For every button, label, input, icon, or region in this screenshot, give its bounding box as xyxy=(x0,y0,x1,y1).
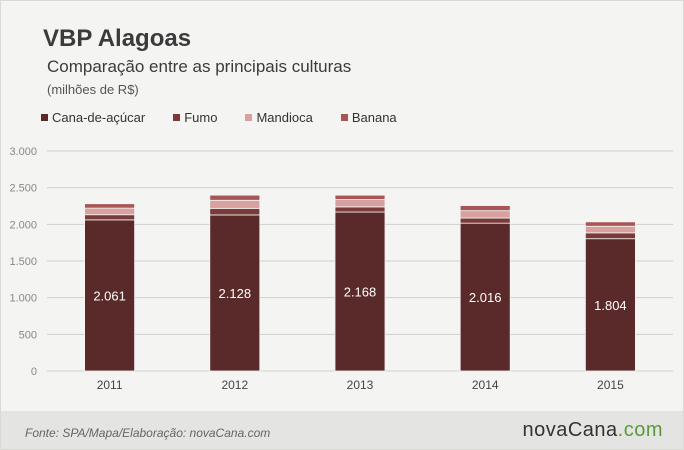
bar-segment xyxy=(209,214,261,372)
legend-label-mandioca: Mandioca xyxy=(256,109,313,125)
bar-segment xyxy=(84,207,135,216)
bar-segment xyxy=(459,205,511,212)
y-tick-label: 2.500 xyxy=(9,183,37,195)
y-tick-label: 0 xyxy=(31,366,37,378)
bar-segment xyxy=(585,232,636,240)
bar-segment xyxy=(334,206,386,213)
legend-label-banana: Banana xyxy=(351,109,397,125)
data-label: 2.168 xyxy=(344,285,377,300)
y-tick-label: 1.000 xyxy=(9,293,37,305)
legend-item-mandioca: Mandioca xyxy=(245,109,313,125)
data-label: 1.804 xyxy=(594,298,627,313)
bar-segment xyxy=(84,203,135,209)
legend-item-banana: Banana xyxy=(340,109,397,125)
x-tick-label: 2011 xyxy=(97,378,123,392)
data-label: 2.128 xyxy=(219,286,252,301)
bar-segment xyxy=(84,214,135,221)
legend-swatch-mandioca xyxy=(245,113,253,121)
bar-segment xyxy=(585,238,636,372)
legend-swatch-banana xyxy=(340,113,348,121)
legend-label-fumo: Fumo xyxy=(184,109,218,125)
bar-segment xyxy=(585,221,636,227)
x-tick-label: 2013 xyxy=(347,378,374,392)
legend-item-cana: Cana-de-açúcar xyxy=(41,110,145,125)
source-note: Fonte: SPA/Mapa/Elaboração: novaCana.com xyxy=(25,426,271,440)
legend-item-fumo: Fumo xyxy=(173,110,217,125)
logo-text-main: novaCana xyxy=(522,419,618,441)
y-tick-label: 2.000 xyxy=(9,219,37,231)
bar-chart: 0 500 1.000 1.500 2.000 2.500 3.000 2.061 2011 2.… xyxy=(9,146,673,392)
chart-title: VBP Alagoas xyxy=(43,25,192,52)
data-label: 2.061 xyxy=(93,288,126,303)
x-tick-label: 2015 xyxy=(597,378,624,392)
bar-segment xyxy=(84,219,135,372)
chart-subtitle: Comparação entre as principais culturas xyxy=(47,57,352,76)
bar-segment xyxy=(459,222,511,372)
legend: Cana-de-açúcar Fumo Mandioca Banana xyxy=(41,108,425,126)
bar-segment xyxy=(459,210,511,219)
bar-segment xyxy=(459,217,511,224)
footer: Fonte: SPA/Mapa/Elaboração: novaCana.com… xyxy=(1,411,683,449)
bar-segment xyxy=(209,199,261,209)
legend-swatch-cana xyxy=(41,113,48,121)
bar-segment xyxy=(585,225,636,234)
novacana-logo: novaCana.com xyxy=(522,419,663,442)
bar-segment xyxy=(209,194,261,201)
y-tick-label: 3.000 xyxy=(9,146,37,158)
bar-segment xyxy=(334,211,386,372)
bar-segment xyxy=(209,207,261,216)
legend-swatch-fumo xyxy=(173,113,181,121)
bar-segment xyxy=(334,194,386,200)
x-tick-label: 2014 xyxy=(472,378,499,392)
y-tick-label: 500 xyxy=(19,329,37,341)
bar-segment xyxy=(334,199,386,208)
legend-label-cana: Cana-de-açúcar xyxy=(52,109,146,125)
x-tick-label: 2012 xyxy=(221,378,248,392)
chart-unit: (milhões de R$) xyxy=(47,82,139,97)
y-tick-label: 1.500 xyxy=(9,256,37,268)
logo-text-domain: .com xyxy=(617,419,663,441)
data-label: 2.016 xyxy=(469,290,502,305)
